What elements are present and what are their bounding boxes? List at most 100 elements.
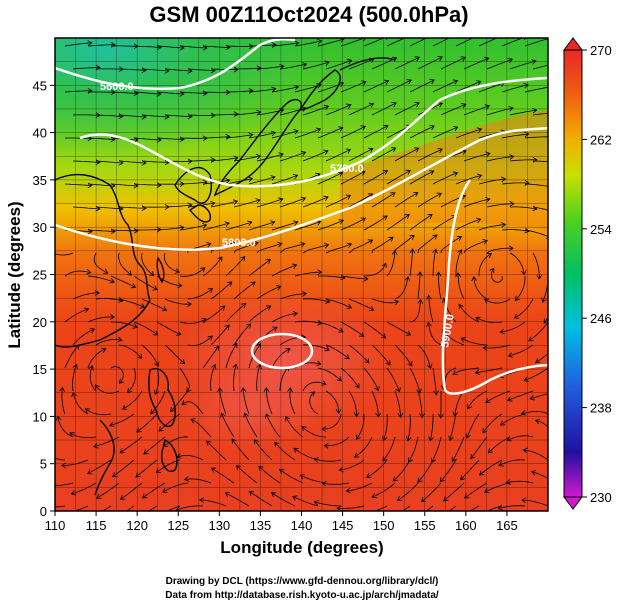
- streamline-arrowhead: [224, 492, 231, 498]
- streamline: [110, 91, 139, 94]
- streamline: [409, 299, 421, 323]
- contour-5600: [55, 38, 296, 90]
- streamline: [133, 321, 158, 336]
- streamline: [141, 252, 155, 276]
- streamline-arrowhead: [323, 195, 329, 202]
- streamline: [61, 387, 66, 415]
- streamline: [409, 125, 435, 139]
- streamline-arrowhead: [225, 134, 231, 140]
- streamline-arrowhead: [523, 82, 529, 89]
- streamline: [233, 323, 251, 346]
- streamline-arrowhead: [162, 487, 168, 493]
- streamline-arrowhead: [367, 239, 374, 245]
- streamline-arrowhead: [95, 159, 101, 166]
- streamline-arrowhead: [476, 173, 483, 180]
- streamline: [110, 229, 138, 232]
- streamline-arrowhead: [323, 149, 329, 155]
- streamline-arrowhead: [300, 150, 307, 157]
- streamline-arrowhead: [534, 418, 541, 425]
- streamline: [464, 482, 488, 499]
- credit-drawing: Drawing by DCL (https://www.gfd-dennou.o…: [166, 576, 439, 587]
- streamline: [321, 413, 342, 430]
- colorbar-tick-label: 262: [590, 132, 612, 147]
- streamline: [225, 178, 253, 185]
- streamline: [225, 221, 252, 231]
- streamline: [72, 206, 100, 210]
- streamline-arrowhead: [272, 326, 278, 332]
- streamline-arrowhead: [323, 442, 329, 449]
- streamline: [258, 466, 281, 484]
- streamline: [521, 499, 548, 507]
- streamline-arrowhead: [141, 205, 147, 211]
- streamline-arrowhead: [181, 400, 187, 406]
- streamline-arrowhead: [108, 421, 115, 428]
- streamline: [463, 57, 489, 70]
- coast-korea: [174, 166, 212, 204]
- streamline: [95, 298, 123, 302]
- streamline-arrowhead: [477, 512, 482, 517]
- streamline-arrowhead: [70, 490, 77, 496]
- streamline-arrowhead: [435, 271, 442, 277]
- streamline: [460, 337, 488, 346]
- streamline: [118, 344, 142, 359]
- streamline: [340, 217, 366, 231]
- colorbar-tick-label: 246: [590, 311, 612, 326]
- streamline-arrowhead: [405, 169, 411, 175]
- colorbar-ticks: 270 262 254 246 238 230: [582, 43, 612, 505]
- streamline: [363, 215, 388, 231]
- streamline: [486, 505, 503, 511]
- streamline: [346, 482, 373, 492]
- streamline: [455, 81, 481, 93]
- streamline: [501, 229, 529, 232]
- streamline: [363, 80, 389, 93]
- coast-kyushu: [188, 204, 212, 223]
- streamline-arrowhead: [409, 234, 415, 240]
- colorbar-tick-label: 238: [590, 401, 612, 416]
- streamline: [339, 459, 365, 471]
- streamline: [244, 412, 258, 438]
- streamline: [64, 42, 92, 47]
- streamline: [521, 411, 548, 415]
- streamline: [265, 387, 273, 415]
- streamline: [524, 229, 548, 237]
- streamline: [401, 505, 411, 511]
- credit-data: Data from http://database.rish.kyoto-u.a…: [165, 590, 439, 601]
- streamline-arrowhead: [361, 80, 367, 86]
- streamline: [87, 137, 115, 140]
- streamline-arrowhead: [353, 452, 360, 458]
- streamline-arrowhead: [179, 358, 186, 364]
- streamline: [210, 68, 238, 70]
- streamline-arrowhead: [345, 194, 352, 200]
- streamline-arrowhead: [338, 466, 344, 473]
- streamline: [202, 222, 230, 231]
- streamline-arrowhead: [501, 176, 507, 183]
- streamline-arrowhead: [388, 236, 394, 242]
- streamline-arrowhead: [72, 363, 78, 370]
- streamline: [428, 322, 442, 346]
- contour-label-5900: 5900.0: [439, 313, 457, 348]
- streamline-arrowhead: [360, 217, 366, 223]
- streamline-arrowhead: [214, 345, 220, 351]
- streamline: [509, 206, 537, 210]
- streamline-arrowhead: [482, 428, 488, 434]
- streamline: [348, 58, 375, 70]
- streamline-arrowhead: [382, 435, 388, 442]
- streamline: [271, 86, 299, 93]
- streamline-arrowhead: [499, 420, 506, 426]
- streamline: [184, 478, 212, 484]
- streamline: [535, 352, 548, 363]
- streamline: [85, 408, 112, 416]
- streamline-arrowhead: [487, 448, 493, 454]
- streamline-arrowhead: [437, 56, 443, 62]
- streamline: [118, 298, 145, 308]
- streamline-arrowhead: [292, 495, 298, 501]
- streamline-arrowhead: [293, 220, 299, 226]
- streamline: [317, 38, 345, 47]
- streamline: [164, 344, 185, 364]
- streamline-arrowhead: [460, 56, 466, 62]
- streamline-arrowhead: [414, 147, 420, 153]
- streamline: [110, 275, 136, 288]
- streamline-arrowhead: [438, 413, 444, 419]
- streamline: [509, 159, 538, 162]
- streamline-arrowhead: [451, 456, 457, 463]
